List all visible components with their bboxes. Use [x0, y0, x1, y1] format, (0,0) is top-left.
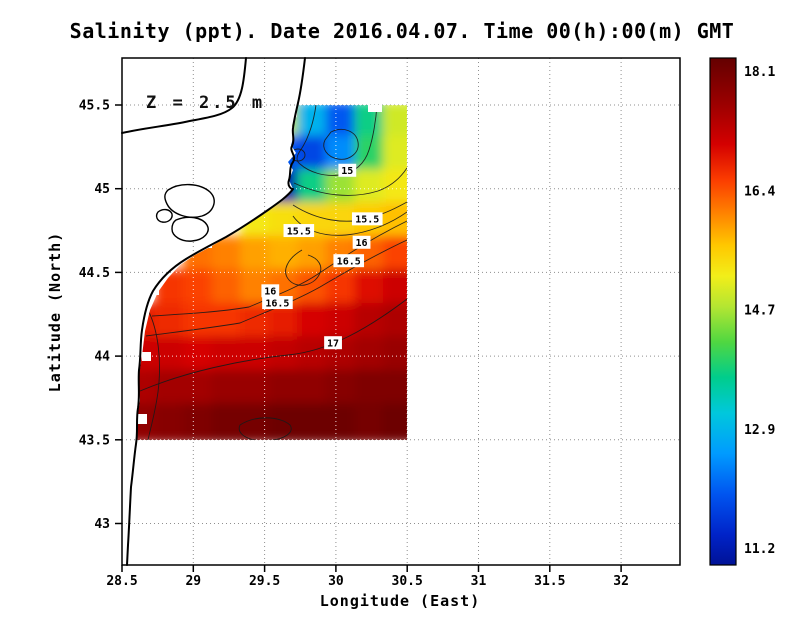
- contour-line: [293, 167, 407, 196]
- heatmap-cell: [382, 168, 407, 209]
- colorbar-labels: 18.1 16.4 14.7 12.9 11.2: [744, 65, 775, 557]
- x-tick-label: 28.5: [106, 574, 137, 589]
- heatmap-cell: [382, 403, 407, 440]
- contour-label: 17: [327, 339, 339, 350]
- axis-ticks: [115, 104, 622, 572]
- river-path: [121, 57, 247, 134]
- contour-label-box: [352, 235, 371, 249]
- lagoon-outline: [164, 183, 215, 218]
- colorbar: [709, 57, 737, 566]
- land-gap: [200, 238, 212, 248]
- contour-label: 16.5: [337, 256, 361, 267]
- heatmap-cell: [382, 369, 407, 410]
- depth-annotation: Z = 2.5 m: [146, 93, 265, 113]
- heatmap-cell: [382, 135, 407, 175]
- plot-frame: [121, 57, 681, 566]
- colorbar-tick-label: 11.2: [744, 542, 775, 557]
- contour-label: 15.5: [355, 215, 379, 226]
- x-axis-label: Longitude (East): [320, 592, 481, 610]
- heatmap-cell: [382, 302, 407, 343]
- contour-line: [285, 249, 322, 286]
- contour-label-box: [351, 212, 383, 226]
- y-tick-label: 44.5: [79, 266, 110, 281]
- data-field: [137, 105, 407, 440]
- contour-line: [296, 105, 378, 176]
- heatmap-cell: [382, 105, 407, 142]
- x-tick-label: 29.5: [249, 574, 280, 589]
- y-axis-label: Latitude (North): [46, 232, 64, 393]
- contour-label: 16: [264, 287, 276, 298]
- contour-label: 16: [356, 238, 368, 249]
- contour-line: [323, 129, 359, 160]
- y-tick-label: 43: [94, 517, 110, 532]
- land-gap: [137, 414, 147, 424]
- x-tick-labels: 28.5 29 29.5 30 30.5 31 31.5 32: [106, 574, 629, 589]
- contour-label: 15.5: [287, 226, 311, 237]
- contour-line: [139, 298, 407, 392]
- colorbar-tick-label: 12.9: [744, 423, 775, 438]
- contour-label-box: [283, 224, 315, 238]
- colorbar-tick-label: 16.4: [744, 184, 775, 199]
- land-gap: [368, 105, 382, 112]
- lagoon-outline: [155, 208, 173, 223]
- chart-title: Salinity (ppt). Date 2016.04.07. Time 00…: [70, 19, 735, 43]
- heatmap-cell: [382, 336, 407, 376]
- contour-label-box: [261, 284, 280, 298]
- y-tick-labels: 45.5 45 44.5 44 43.5 43: [79, 99, 110, 533]
- contour-label: 15: [341, 166, 353, 177]
- coastline-path: [126, 57, 306, 566]
- x-tick-label: 30.5: [392, 574, 423, 589]
- land-gap: [150, 286, 159, 295]
- colorbar-tick-label: 18.1: [744, 65, 775, 80]
- y-tick-label: 43.5: [79, 433, 110, 448]
- x-tick-label: 32: [613, 574, 629, 589]
- x-tick-label: 30: [328, 574, 344, 589]
- contour-line: [238, 417, 292, 440]
- land-gap: [142, 352, 151, 361]
- contour-label-box: [338, 163, 357, 177]
- x-tick-label: 31: [471, 574, 487, 589]
- colorbar-tick-label: 14.7: [744, 304, 775, 319]
- y-tick-label: 44: [94, 350, 110, 365]
- contour-label-box: [262, 296, 293, 310]
- contour-label-box: [333, 254, 365, 268]
- x-tick-label: 31.5: [534, 574, 565, 589]
- lagoon-outline: [171, 216, 209, 242]
- heatmap-cell: [382, 235, 407, 276]
- contour-label: 16.5: [265, 298, 289, 309]
- contour-line: [147, 309, 160, 440]
- y-tick-label: 45.5: [79, 99, 110, 114]
- contour-label-box: [324, 336, 342, 350]
- x-tick-label: 29: [185, 574, 201, 589]
- heatmap-cell: [382, 202, 407, 242]
- y-tick-label: 45: [94, 182, 110, 197]
